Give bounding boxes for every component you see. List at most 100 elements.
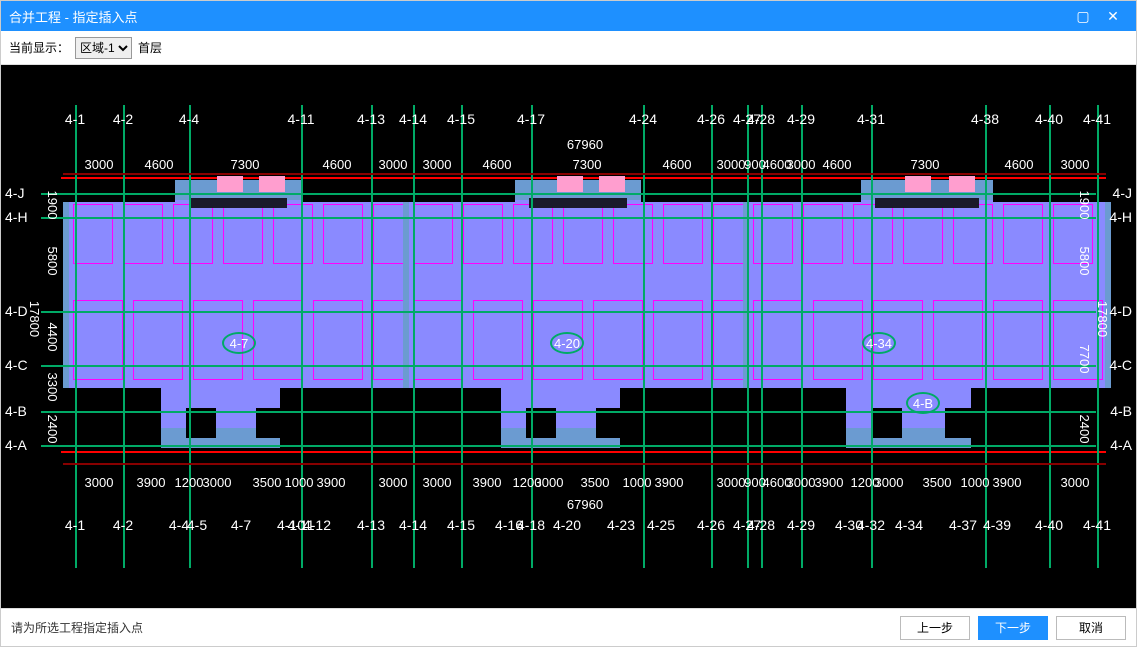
dim-label: 3900 xyxy=(993,475,1022,490)
grid-axis-label: 4-A xyxy=(1110,437,1132,453)
dim-label: 2400 xyxy=(1077,415,1092,444)
dim-label: 7300 xyxy=(573,157,602,172)
dim-label: 17800 xyxy=(27,301,42,337)
dim-label: 1000 xyxy=(961,475,990,490)
dim-label: 3000 xyxy=(85,475,114,490)
dim-label: 3000 xyxy=(85,157,114,172)
dim-label: 7300 xyxy=(231,157,260,172)
dim-label: 3900 xyxy=(137,475,166,490)
grid-axis-label: 4-40 xyxy=(1035,517,1063,533)
dim-label: 4600 xyxy=(823,157,852,172)
grid-axis-label: 4-29 xyxy=(787,111,815,127)
grid-axis-label: 4-C xyxy=(5,357,28,373)
status-text: 请为所选工程指定插入点 xyxy=(11,619,892,636)
floor-label: 首层 xyxy=(138,39,162,56)
dim-label: 3000 xyxy=(535,475,564,490)
dim-label: 3900 xyxy=(815,475,844,490)
grid-bubble: 4-20 xyxy=(550,332,584,354)
dim-label: 7700 xyxy=(1077,345,1092,374)
dim-label: 2400 xyxy=(45,415,60,444)
dim-label: 3000 xyxy=(787,157,816,172)
grid-axis-label: 4-32 xyxy=(857,517,885,533)
grid-axis-label: 4-5 xyxy=(187,517,207,533)
cad-canvas[interactable]: 4-14-24-44-114-134-144-154-174-244-264-2… xyxy=(1,65,1136,608)
dim-label: 3500 xyxy=(923,475,952,490)
window-title: 合并工程 - 指定插入点 xyxy=(9,7,1068,26)
grid-axis-label: 4-15 xyxy=(447,517,475,533)
maximize-icon[interactable]: ▢ xyxy=(1068,8,1098,25)
grid-axis-label: 4-37 xyxy=(949,517,977,533)
grid-axis-label: 4-D xyxy=(5,303,28,319)
building-unit xyxy=(403,180,753,448)
grid-axis-label: 4-1 xyxy=(65,517,85,533)
close-icon[interactable]: ✕ xyxy=(1098,8,1128,25)
grid-axis-label: 4-H xyxy=(5,209,28,225)
grid-axis-label: 4-14 xyxy=(399,517,427,533)
titlebar: 合并工程 - 指定插入点 ▢ ✕ xyxy=(1,1,1136,31)
grid-axis-label: 4-34 xyxy=(895,517,923,533)
grid-axis-label: 4-41 xyxy=(1083,111,1111,127)
grid-axis-label: 4-2 xyxy=(113,111,133,127)
grid-axis-label: 4-4 xyxy=(179,111,199,127)
dim-label: 5800 xyxy=(1077,247,1092,276)
grid-axis-label: 4-28 xyxy=(747,111,775,127)
dim-label: 4600 xyxy=(663,157,692,172)
dim-label: 1900 xyxy=(45,191,60,220)
grid-axis-label: 4-25 xyxy=(647,517,675,533)
dim-label: 3000 xyxy=(379,157,408,172)
grid-axis-label: 4-B xyxy=(5,403,27,419)
dim-label: 4600 xyxy=(323,157,352,172)
region-select[interactable]: 区域-1 xyxy=(75,37,132,59)
dim-label: 17800 xyxy=(1095,301,1110,337)
grid-axis-label: 4-18 xyxy=(517,517,545,533)
grid-axis-label: 4-26 xyxy=(697,111,725,127)
grid-axis-label: 4-13 xyxy=(357,517,385,533)
grid-axis-label: 4-13 xyxy=(357,111,385,127)
grid-axis-label: 4-D xyxy=(1109,303,1132,319)
grid-axis-label: 4-A xyxy=(5,437,27,453)
grid-axis-label: 4-B xyxy=(1110,403,1132,419)
grid-axis-label: 4-17 xyxy=(517,111,545,127)
dim-label: 7300 xyxy=(911,157,940,172)
dim-label: 3000 xyxy=(1061,157,1090,172)
dim-label: 3000 xyxy=(717,157,746,172)
grid-axis-label: 4-J xyxy=(1113,185,1132,201)
grid-axis-label: 4-H xyxy=(1109,209,1132,225)
dim-label: 1900 xyxy=(1077,191,1092,220)
grid-axis-label: 4-23 xyxy=(607,517,635,533)
grid-axis-label: 4-40 xyxy=(1035,111,1063,127)
dim-label: 3900 xyxy=(317,475,346,490)
dim-label: 3500 xyxy=(581,475,610,490)
grid-bubble: 4-34 xyxy=(862,332,896,354)
prev-button[interactable]: 上一步 xyxy=(900,616,970,640)
dim-label: 3000 xyxy=(379,475,408,490)
toolbar: 当前显示： 区域-1 首层 xyxy=(1,31,1136,65)
dim-label: 1200 xyxy=(175,475,204,490)
overall-dim: 67960 xyxy=(567,497,603,512)
grid-axis-label: 4-20 xyxy=(553,517,581,533)
grid-axis-label: 4-2 xyxy=(113,517,133,533)
grid-axis-label: 4-C xyxy=(1109,357,1132,373)
dim-label: 3900 xyxy=(655,475,684,490)
dim-label: 3500 xyxy=(253,475,282,490)
dim-label: 4600 xyxy=(483,157,512,172)
grid-axis-label: 4-28 xyxy=(747,517,775,533)
dim-label: 3000 xyxy=(1061,475,1090,490)
dim-label: 4600 xyxy=(1005,157,1034,172)
grid-axis-label: 4-39 xyxy=(983,517,1011,533)
cancel-button[interactable]: 取消 xyxy=(1056,616,1126,640)
grid-axis-label: 4-41 xyxy=(1083,517,1111,533)
dim-label: 3000 xyxy=(423,157,452,172)
grid-axis-label: 4-7 xyxy=(231,517,251,533)
grid-axis-label: 4-14 xyxy=(399,111,427,127)
next-button[interactable]: 下一步 xyxy=(978,616,1048,640)
dim-label: 3300 xyxy=(45,373,60,402)
grid-axis-label: 4-29 xyxy=(787,517,815,533)
dim-label: 3000 xyxy=(717,475,746,490)
building-unit xyxy=(63,180,413,448)
footer: 请为所选工程指定插入点 上一步 下一步 取消 xyxy=(1,608,1136,646)
app-window: 合并工程 - 指定插入点 ▢ ✕ 当前显示： 区域-1 首层 4-1 4-2 4-4… xyxy=(0,0,1137,647)
dim-label: 3900 xyxy=(473,475,502,490)
grid-axis-label: 4-24 xyxy=(629,111,657,127)
grid-bubble: 4-7 xyxy=(222,332,256,354)
